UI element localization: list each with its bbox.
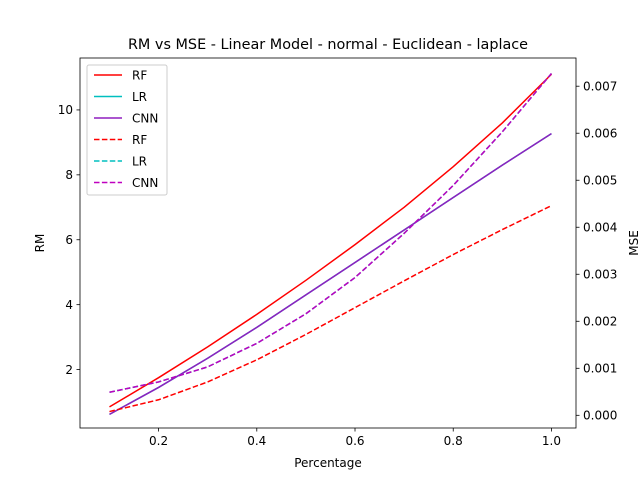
right-y-tick-label: 0.007	[583, 80, 617, 94]
left-y-tick-label: 4	[65, 298, 73, 312]
legend-label: CNN	[132, 176, 158, 190]
right-y-axis-ticks: 0.000 0.001 0.002 0.003 0.004 0.005 0.006 0.007	[576, 80, 617, 423]
right-y-tick-label: 0.003	[583, 268, 617, 282]
left-y-tick-label: 6	[65, 233, 73, 247]
x-tick-label: 0.4	[247, 434, 266, 448]
legend-label: RF	[132, 133, 147, 147]
left-y-tick-label: 10	[58, 103, 73, 117]
legend-box	[86, 64, 168, 196]
x-tick-label: 0.8	[444, 434, 463, 448]
left-y-tick-label: 8	[65, 168, 73, 182]
legend-label: LR	[132, 90, 147, 104]
x-axis-ticks: 0.2 0.4 0.6 0.8 1.0	[149, 428, 561, 448]
chart-title: RM vs MSE - Linear Model - normal - Eucl…	[128, 37, 528, 53]
series-line-cnn-right-dashed	[109, 73, 553, 394]
left-y-tick-label: 2	[65, 363, 73, 377]
series-line-rf-left-solid	[109, 73, 552, 408]
legend: RF LR CNN RF LR CNN	[86, 64, 168, 196]
right-y-axis-label: MSE	[627, 230, 640, 256]
series-lines	[109, 73, 553, 416]
x-tick-label: 0.6	[345, 434, 364, 448]
right-y-tick-label: 0.004	[583, 221, 617, 235]
x-axis-label: Percentage	[294, 456, 362, 470]
left-y-axis-ticks: 2 4 6 8 10	[58, 103, 80, 377]
right-y-tick-label: 0.000	[583, 409, 617, 423]
legend-label: LR	[132, 154, 147, 168]
series-line-rf-right-dashed	[109, 204, 552, 413]
x-tick-label: 0.2	[149, 434, 168, 448]
x-tick-label: 1.0	[542, 434, 561, 448]
right-y-tick-label: 0.002	[583, 315, 617, 329]
legend-label: CNN	[132, 111, 158, 125]
right-y-tick-label: 0.001	[583, 362, 617, 376]
left-y-axis-label: RM	[33, 234, 47, 253]
right-y-tick-label: 0.006	[583, 127, 617, 141]
series-line-cnn-left-solid	[109, 132, 552, 416]
legend-label: RF	[132, 68, 147, 82]
series-line-lr-right-dashed	[109, 73, 553, 394]
plot-area-frame	[79, 57, 577, 429]
right-y-tick-label: 0.005	[583, 174, 617, 188]
